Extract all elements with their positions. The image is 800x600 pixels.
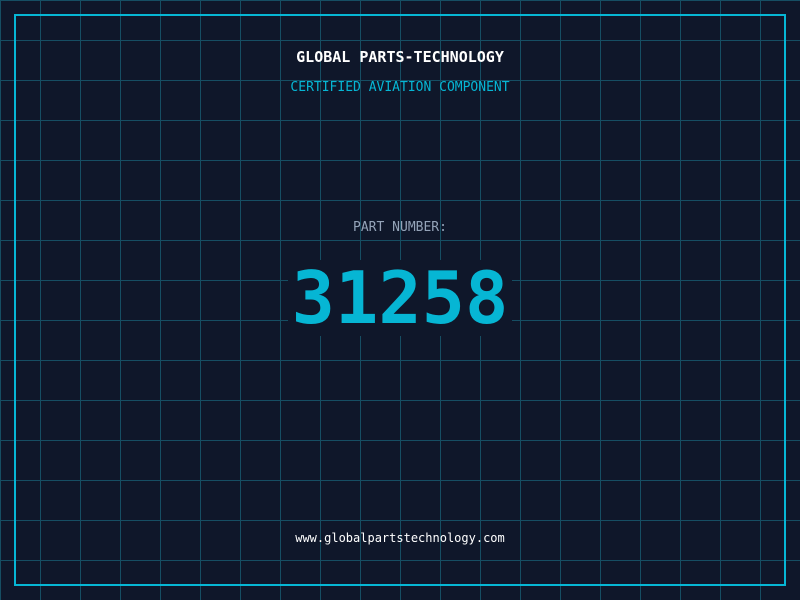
- part-number-value: 31258: [287, 260, 513, 336]
- company-title: GLOBAL PARTS-TECHNOLOGY: [296, 48, 504, 66]
- part-number-label: PART NUMBER:: [353, 220, 447, 235]
- subtitle: CERTIFIED AVIATION COMPONENT: [290, 80, 510, 95]
- website-url: www.globalpartstechnology.com: [295, 531, 505, 545]
- border-frame: [14, 14, 786, 586]
- part-number-container: 31258: [0, 260, 800, 336]
